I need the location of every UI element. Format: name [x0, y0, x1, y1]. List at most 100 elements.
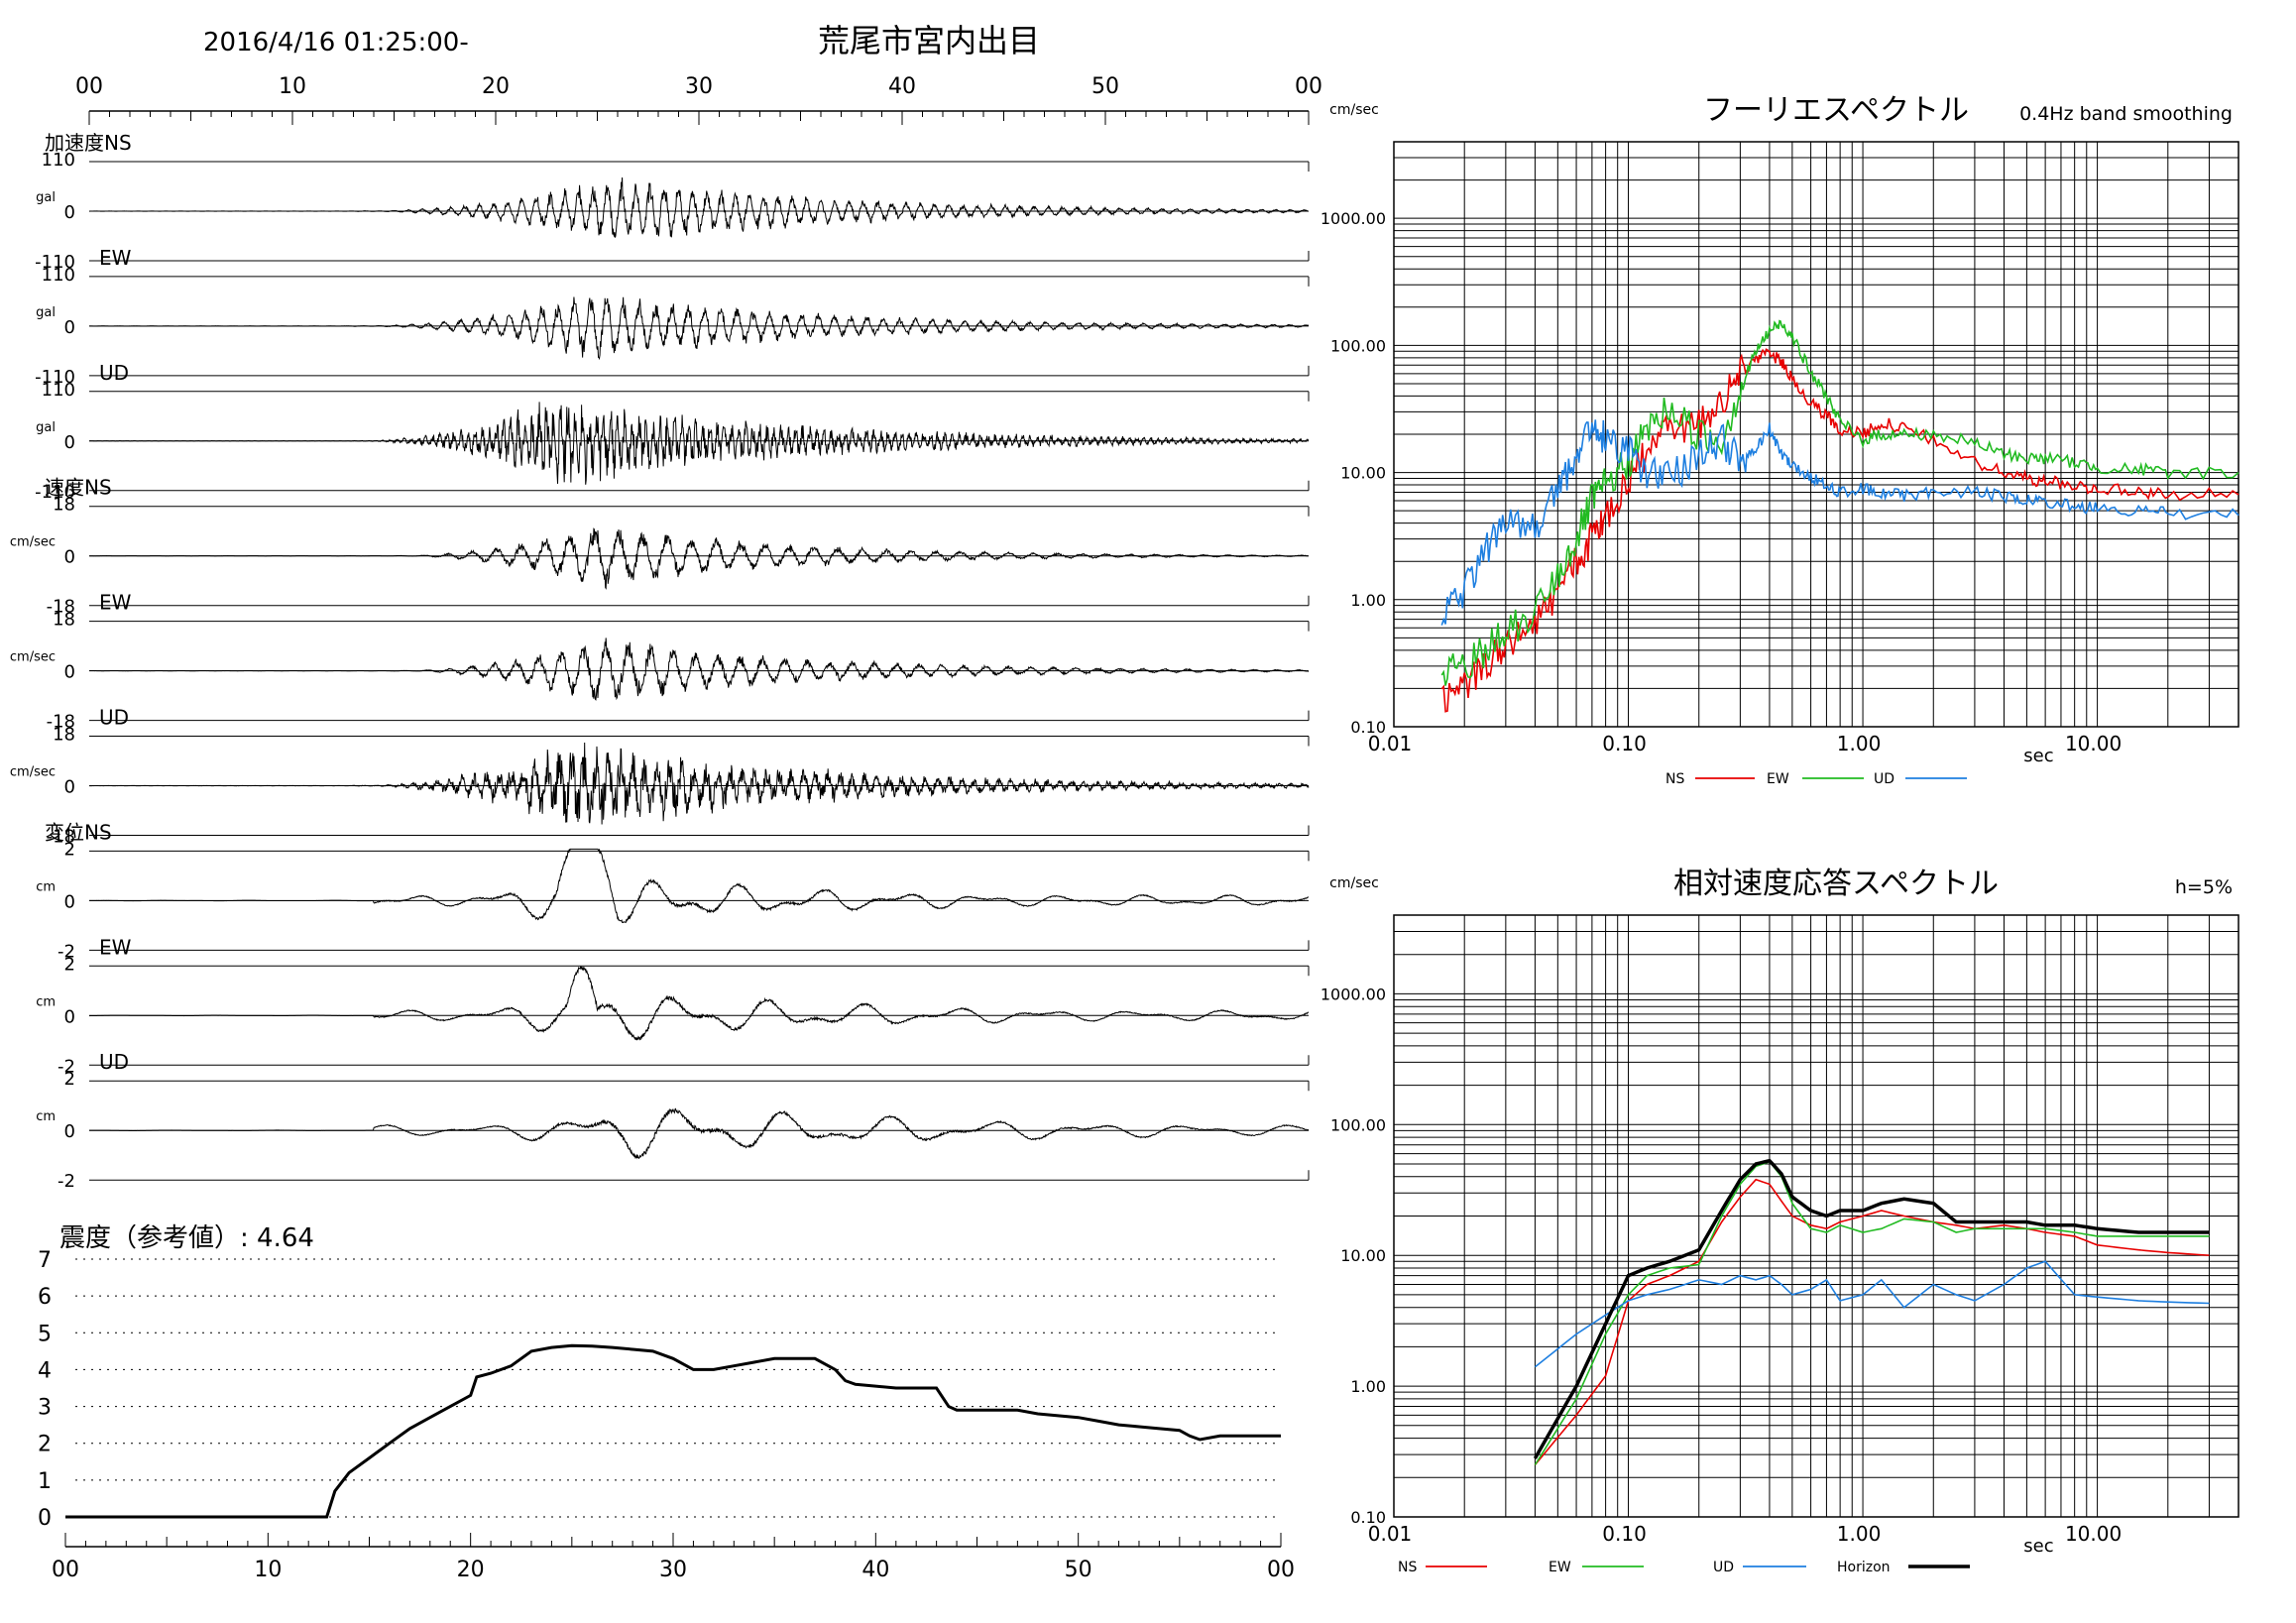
intensity-x-label: 40	[861, 1558, 889, 1582]
panel-quantity-label: 速度	[45, 476, 84, 500]
intensity-x-label: 00	[1267, 1558, 1295, 1582]
intensity-title: 震度（参考値）: 4.64	[59, 1223, 314, 1253]
legend-label: NS	[1665, 771, 1684, 787]
panel-component-label: NS	[84, 476, 112, 500]
time-tick-label: 00	[1295, 74, 1322, 99]
panel-component-label: EW	[99, 246, 132, 270]
panel-top-value: 18	[53, 495, 75, 516]
velocity-response-spectrum-chart: 相対速度応答スペクトル h=5% cm/sec sec 0.10 1.00 10.00 100…	[1320, 867, 2239, 1575]
panel-unit: cm/sec	[10, 535, 56, 550]
spectrum-series-ud	[1534, 1260, 2210, 1368]
spectrum-series-ew	[1534, 1160, 2210, 1465]
spectrum-series-ns	[1440, 348, 2239, 713]
panel-zero-value: 0	[64, 1006, 75, 1027]
panel-zero-value: 0	[64, 662, 75, 683]
spectrum-y-tick-label: 10.00	[1340, 464, 1386, 483]
legend-label: EW	[1767, 771, 1789, 787]
panel-bottom-value: -18	[47, 827, 75, 848]
intensity-y-label: 5	[38, 1322, 52, 1346]
time-tick-label: 30	[685, 74, 713, 99]
waveform-panel: EW 18 0 -18 cm/sec	[10, 591, 1310, 733]
spectrum-x-tick-label: 0.01	[1368, 1522, 1413, 1546]
spectrum-y-tick-label: 1000.00	[1320, 209, 1386, 228]
spectrum-title: 相対速度応答スペクトル	[1673, 867, 1999, 901]
panel-zero-value: 0	[64, 202, 75, 223]
spectrum-series-ud	[1440, 419, 2239, 626]
spectrum-series-ew	[1440, 319, 2239, 686]
time-tick-label: 20	[482, 74, 510, 99]
spectrum-x-tick-label: 10.00	[2065, 732, 2122, 755]
panel-unit: cm/sec	[10, 650, 56, 665]
panel-bottom-value: -18	[47, 712, 75, 733]
intensity-y-label: 2	[38, 1433, 52, 1457]
waveform-panel: 速度 NS 18 0 -18 cm/sec	[10, 476, 1310, 618]
intensity-y-label: 3	[38, 1396, 52, 1421]
waveform-trace	[89, 296, 1310, 361]
legend-label: UD	[1713, 1560, 1734, 1575]
fourier-spectrum-chart: フーリエスペクトル 0.4Hz band smoothing cm/sec sec 0.…	[1320, 93, 2239, 787]
panel-zero-value: 0	[64, 547, 75, 568]
intensity-y-label: 7	[38, 1248, 52, 1273]
spectrum-x-tick-label: 1.00	[1837, 1522, 1882, 1546]
waveform-panel: UD 18 0 -18 cm/sec	[10, 706, 1310, 848]
spectrum-y-tick-label: 1000.00	[1320, 985, 1386, 1003]
spectrum-y-tick-label: 100.00	[1330, 1115, 1386, 1134]
panel-component-label: NS	[104, 131, 132, 155]
waveform-panel: EW 2 0 -2 cm	[36, 935, 1310, 1077]
panel-bottom-value: -110	[35, 482, 75, 503]
intensity-x-label: 50	[1065, 1558, 1092, 1582]
spectrum-y-tick-label: 10.00	[1340, 1246, 1386, 1265]
waveform-panel: UD 110 0 -110 gal	[35, 361, 1310, 503]
waveform-panel: 加速度 NS 110 0 -110 gal	[35, 131, 1310, 273]
panel-top-value: 18	[53, 725, 75, 746]
spectrum-y-tick-label: 0.10	[1350, 1508, 1386, 1527]
panel-quantity-label: 加速度	[45, 131, 104, 155]
panel-zero-value: 0	[64, 1121, 75, 1142]
panel-component-label: EW	[99, 935, 132, 959]
panel-bottom-value: -18	[47, 597, 75, 618]
spectrum-x-unit: sec	[2023, 1536, 2053, 1557]
time-tick-label: 50	[1091, 74, 1119, 99]
intensity-x-label: 30	[659, 1558, 687, 1582]
spectrum-series-horizon	[1533, 1158, 2210, 1459]
spectrum-subtitle: h=5%	[2175, 876, 2233, 898]
intensity-y-label: 6	[38, 1285, 52, 1310]
spectrum-subtitle: 0.4Hz band smoothing	[2019, 103, 2233, 125]
panel-component-label: EW	[99, 591, 132, 615]
spectrum-frame	[1393, 141, 2239, 728]
legend-label: Horizon	[1837, 1560, 1891, 1575]
panel-unit: gal	[36, 190, 56, 205]
panel-bottom-value: -2	[57, 1056, 75, 1077]
spectrum-y-tick-label: 1.00	[1350, 591, 1386, 610]
spectrum-y-tick-label: 0.10	[1350, 718, 1386, 737]
panel-unit: gal	[36, 305, 56, 320]
panel-top-value: 110	[42, 265, 75, 286]
time-tick-label: 10	[279, 74, 306, 99]
spectrum-title: フーリエスペクトル	[1703, 93, 1969, 128]
spectrum-frame	[1393, 914, 2239, 1518]
spectrum-y-unit: cm/sec	[1329, 875, 1379, 891]
panel-zero-value: 0	[64, 317, 75, 338]
panel-unit: cm	[36, 1109, 56, 1124]
panel-unit: gal	[36, 420, 56, 435]
panel-quantity-label: 変位	[45, 820, 84, 844]
intensity-x-label: 20	[457, 1558, 485, 1582]
waveform-trace	[88, 638, 1310, 701]
waveform-panel: EW 110 0 -110 gal	[35, 246, 1310, 388]
panel-top-value: 2	[64, 1069, 75, 1090]
time-tick-label: 40	[888, 74, 916, 99]
panel-component-label: NS	[84, 820, 112, 844]
panel-bottom-value: -110	[35, 367, 75, 388]
panel-top-value: 18	[53, 610, 75, 631]
waveform-trace	[88, 743, 1310, 825]
panel-unit: cm	[36, 994, 56, 1009]
legend-label: EW	[1549, 1560, 1571, 1575]
panel-bottom-value: -2	[57, 941, 75, 962]
waveform-panel: UD 2 0 -2 cm	[36, 1050, 1310, 1192]
intensity-y-label: 1	[38, 1469, 52, 1494]
panel-component-label: UD	[99, 1050, 129, 1074]
spectrum-y-tick-label: 100.00	[1330, 336, 1386, 355]
